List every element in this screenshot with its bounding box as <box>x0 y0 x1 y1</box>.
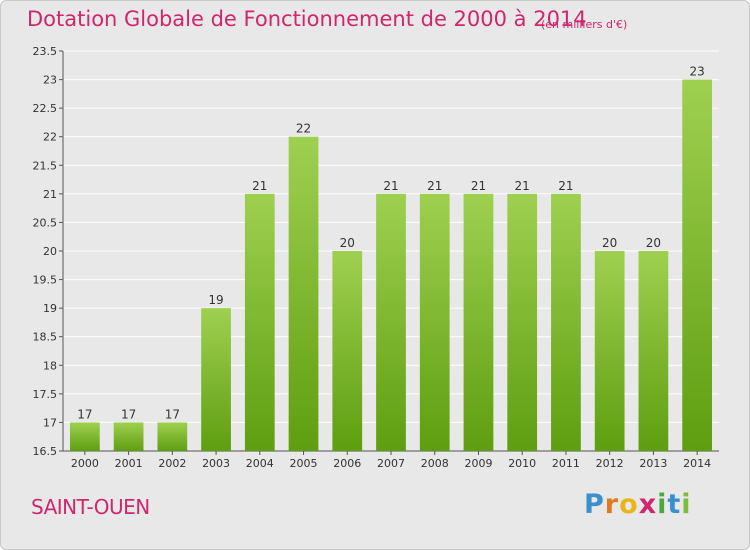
y-tick-label: 20.5 <box>33 216 58 229</box>
y-tick-label: 19 <box>43 302 57 315</box>
bar <box>201 308 231 451</box>
bar <box>157 422 188 451</box>
x-tick-label: 2012 <box>596 457 624 470</box>
y-tick-label: 21.5 <box>33 159 58 172</box>
x-tick-labels: 2000 2001 2002 2003 2004 2005 2006 2007 2008 2009… <box>71 457 711 470</box>
x-tick-label: 2005 <box>290 457 318 470</box>
y-tick-label: 17 <box>43 416 57 429</box>
value-label: 17 <box>77 407 92 421</box>
value-label: 17 <box>165 407 180 421</box>
x-tick-label: 2004 <box>246 457 274 470</box>
x-tick-label: 2006 <box>333 457 361 470</box>
x-tick-label: 2002 <box>158 457 186 470</box>
bar <box>594 251 625 451</box>
value-label: 20 <box>602 236 617 250</box>
value-label: 21 <box>471 179 486 193</box>
bar <box>682 79 713 452</box>
y-tick-labels: 16.5 17 17.5 18 18.5 19 19.5 20 20.5 21 21.5 22 22.5… <box>33 45 58 458</box>
x-tick-label: 2008 <box>421 457 449 470</box>
x-tick-label: 2011 <box>552 457 580 470</box>
bar <box>113 422 144 451</box>
chart-title: Dotation Globale de Fonctionnement de 20… <box>27 7 587 31</box>
y-tick-label: 18 <box>43 359 57 372</box>
value-label: 19 <box>208 293 223 307</box>
bar <box>419 193 450 451</box>
y-tick-label: 19.5 <box>33 274 58 287</box>
bar <box>507 193 538 451</box>
value-label: 17 <box>121 407 136 421</box>
x-tick-label: 2001 <box>115 457 143 470</box>
x-tick-label: 2013 <box>639 457 667 470</box>
value-label: 21 <box>427 179 442 193</box>
proxiti-logo[interactable]: Proxiti <box>584 489 692 520</box>
x-tick-label: 2007 <box>377 457 405 470</box>
x-tick-label: 2010 <box>508 457 536 470</box>
x-tick-label: 2003 <box>202 457 230 470</box>
value-label: 21 <box>383 179 398 193</box>
y-tick-label: 23.5 <box>33 45 58 58</box>
value-label: 21 <box>252 179 267 193</box>
y-tick-label: 22.5 <box>33 102 58 115</box>
y-tick-label: 21 <box>43 188 57 201</box>
y-tick-label: 16.5 <box>33 445 58 458</box>
y-tick-label: 20 <box>43 245 57 258</box>
value-label: 20 <box>340 236 355 250</box>
bar <box>376 193 406 451</box>
bar <box>288 136 319 451</box>
value-labels: 17 17 17 19 21 22 20 21 21 21 21 21 20 20 23 <box>77 65 705 422</box>
bar <box>638 251 669 451</box>
y-tick-label: 22 <box>43 131 57 144</box>
chart-unit: (en milliers d'€) <box>541 18 628 31</box>
x-tick-label: 2000 <box>71 457 99 470</box>
y-tick-label: 18.5 <box>33 331 58 344</box>
x-tick-label: 2014 <box>683 457 711 470</box>
value-label: 21 <box>515 179 530 193</box>
bar <box>69 422 100 451</box>
value-label: 23 <box>689 65 704 79</box>
bar <box>244 193 275 451</box>
value-label: 20 <box>646 236 661 250</box>
y-tick-label: 17.5 <box>33 388 58 401</box>
bars <box>69 79 713 452</box>
bar <box>332 251 363 451</box>
value-label: 22 <box>296 122 311 136</box>
x-tick-label: 2009 <box>464 457 492 470</box>
bar <box>463 193 494 451</box>
y-tick-label: 23 <box>43 74 57 87</box>
commune-name: SAINT-OUEN <box>31 495 150 519</box>
value-label: 21 <box>558 179 573 193</box>
bar <box>551 193 581 451</box>
